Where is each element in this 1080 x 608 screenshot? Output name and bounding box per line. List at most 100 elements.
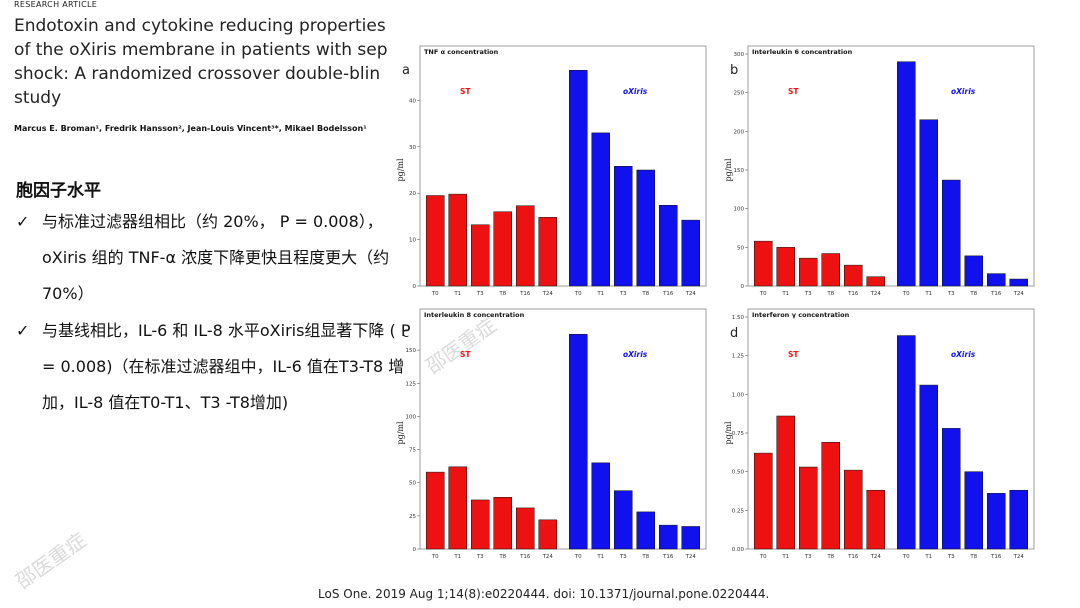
bar [844,469,863,550]
bar-chart: 0 25 50 75 100 125 150 pg/ml Interleukin 8 conce… [396,308,707,560]
x-tick-label: T24 [685,291,697,297]
bullet-text: 与标准过滤器组相比（约 20%， P = 0.008），oXiris 组的 TN… [42,212,390,303]
y-tick-label: 10 [409,238,416,244]
x-tick-label: T3 [804,291,812,297]
bar [569,333,588,550]
y-tick-label: 0 [741,284,745,290]
x-tick-label: T3 [804,554,812,560]
bar [538,519,557,550]
plot-frame [419,308,707,550]
x-tick-label: T16 [519,291,531,297]
x-tick-label: T0 [902,291,910,297]
x-tick-label: T24 [1013,554,1025,560]
x-tick-label: T24 [542,291,554,297]
series-label: oXiris [623,350,648,359]
x-tick-label: T1 [781,554,789,560]
x-tick-label: T24 [870,291,882,297]
bar [942,179,961,287]
bar-chart: 0 10 20 30 40 pg/ml TNF α concentration a ST T0 T1… [396,45,707,297]
y-tick-label: 0.50 [732,470,745,476]
series-label: ST [788,87,799,96]
section-heading: 胞因子水平 [16,181,101,201]
bar-chart: 0.00 0.25 0.50 0.75 1.00 1.25 1.50 pg/ml Interfe… [724,308,1035,560]
y-axis-label: pg/ml [396,421,405,445]
panel-letter: b [730,63,738,78]
check-icon: ✓ [16,321,30,340]
chart-panel-il6: 0 50 100 150 200 250 300 pg/ml Interleukin 6 con… [720,40,1042,300]
x-tick-label: T8 [826,291,834,297]
x-tick-label: T16 [847,554,859,560]
bar [942,428,961,550]
series-label: ST [460,87,471,96]
plot-frame [747,308,1035,550]
y-tick-label: 30 [409,145,416,151]
author-list: Marcus E. Broman¹, Fredrik Hansson², Jea… [14,124,367,133]
y-tick-label: 50 [737,245,744,251]
y-axis-label: pg/ml [396,158,405,182]
bar [681,219,700,287]
x-tick-label: T0 [574,291,582,297]
bar [636,511,655,550]
x-tick-label: T24 [870,554,882,560]
article-type-label: RESEARCH ARTICLE [14,0,98,9]
x-tick-label: T3 [619,291,627,297]
bar [426,195,445,287]
x-tick-label: T3 [947,554,955,560]
bar [987,493,1006,550]
x-tick-label: T8 [969,291,977,297]
bar [754,452,773,550]
bar [897,61,916,287]
series-label: oXiris [951,87,976,96]
citation: LoS One. 2019 Aug 1;14(8):e0220444. doi:… [318,587,770,601]
chart-title: Interferon γ concentration [752,311,850,319]
x-tick-label: T3 [619,554,627,560]
y-tick-label: 50 [409,481,416,487]
x-tick-label: T1 [453,554,461,560]
panel-letter: a [402,63,410,78]
y-tick-label: 20 [409,191,416,197]
bar [821,253,840,287]
bar [471,224,490,287]
bar [636,169,655,287]
bar [987,273,1006,287]
bar [493,497,512,550]
y-tick-label: 150 [406,348,417,354]
x-tick-label: T0 [759,554,767,560]
y-tick-label: 1.25 [732,354,745,360]
chart-title: TNF α concentration [424,48,499,56]
bar [659,524,678,550]
bullet-item: ✓ 与标准过滤器组相比（约 20%， P = 0.008），oXiris 组的 … [16,204,411,312]
y-tick-label: 0.75 [732,431,745,437]
plot-frame [419,45,707,287]
bar [659,205,678,287]
bar [614,490,633,550]
watermark: 邵医重症 [11,527,91,594]
bar [591,462,610,550]
bar [844,264,863,287]
x-tick-label: T0 [431,554,439,560]
bar [799,257,818,287]
bar [516,205,535,287]
y-tick-label: 0.00 [732,547,745,553]
article-title: Endotoxin and cytokine reducing properti… [14,16,388,108]
x-tick-label: T8 [641,291,649,297]
bar [591,132,610,287]
y-tick-label: 150 [734,168,745,174]
bar [448,466,467,550]
bar [569,69,588,287]
y-tick-label: 0.25 [732,508,745,514]
bar [821,442,840,550]
x-tick-label: T8 [969,554,977,560]
x-tick-label: T8 [641,554,649,560]
x-tick-label: T0 [431,291,439,297]
x-tick-label: T1 [596,291,604,297]
x-tick-label: T3 [947,291,955,297]
x-tick-label: T3 [476,291,484,297]
x-tick-label: T1 [453,291,461,297]
y-tick-label: 100 [406,414,417,420]
y-tick-label: 100 [734,207,745,213]
chart-panel-ifn: 0.00 0.25 0.50 0.75 1.00 1.25 1.50 pg/ml Interfe… [720,303,1042,563]
series-label: ST [788,350,799,359]
x-tick-label: T1 [924,554,932,560]
bar [897,335,916,550]
